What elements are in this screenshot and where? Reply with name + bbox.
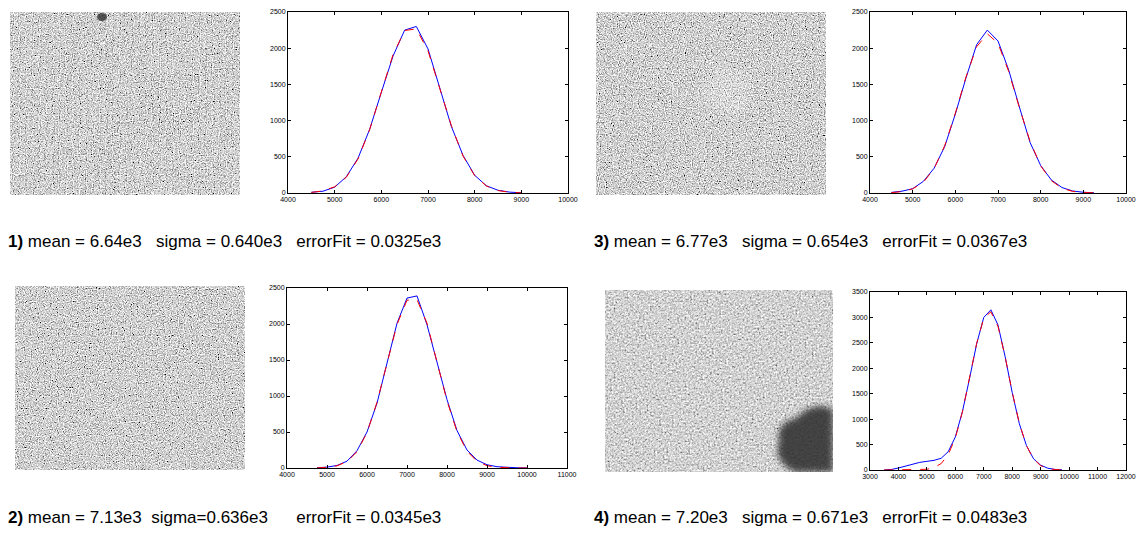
svg-text:5000: 5000 bbox=[319, 471, 335, 478]
svg-text:0: 0 bbox=[282, 189, 286, 196]
svg-text:10000: 10000 bbox=[1116, 196, 1136, 203]
svg-text:500: 500 bbox=[273, 428, 285, 435]
svg-text:6000: 6000 bbox=[948, 196, 964, 203]
svg-text:0: 0 bbox=[864, 189, 868, 196]
svg-text:7000: 7000 bbox=[976, 473, 992, 480]
svg-text:6000: 6000 bbox=[359, 471, 375, 478]
html-text:4) mean = 7.20e3 sigma = 0.671: 4) mean = 7.20e3 sigma = 0.671e3 errorFi… bbox=[594, 508, 1028, 527]
svg-text:1000: 1000 bbox=[269, 392, 285, 399]
svg-text:500: 500 bbox=[274, 153, 286, 160]
svg-text:2500: 2500 bbox=[269, 284, 285, 291]
svg-text:1500: 1500 bbox=[852, 81, 868, 88]
svg-text:9000: 9000 bbox=[479, 471, 495, 478]
svg-text:5000: 5000 bbox=[919, 473, 935, 480]
svg-text:2000: 2000 bbox=[852, 365, 868, 372]
svg-text:1000: 1000 bbox=[852, 117, 868, 124]
svg-text:10000: 10000 bbox=[1059, 473, 1079, 480]
svg-text:10000: 10000 bbox=[558, 196, 578, 203]
svg-text:3000: 3000 bbox=[862, 473, 878, 480]
svg-text:7000: 7000 bbox=[420, 196, 436, 203]
svg-text:4000: 4000 bbox=[279, 471, 295, 478]
html-text:1) mean = 6.64e3 sigma = 0.640: 1) mean = 6.64e3 sigma = 0.640e3 errorFi… bbox=[8, 232, 442, 251]
svg-text:5000: 5000 bbox=[327, 196, 343, 203]
svg-text:500: 500 bbox=[856, 441, 868, 448]
svg-text:0: 0 bbox=[281, 464, 285, 471]
svg-text:6000: 6000 bbox=[948, 473, 964, 480]
svg-text:1000: 1000 bbox=[852, 416, 868, 423]
svg-text:8000: 8000 bbox=[439, 471, 455, 478]
svg-text:3500: 3500 bbox=[852, 288, 868, 295]
svg-text:5000: 5000 bbox=[905, 196, 921, 203]
svg-text:9000: 9000 bbox=[514, 196, 530, 203]
svg-text:6000: 6000 bbox=[374, 196, 390, 203]
svg-text:2500: 2500 bbox=[270, 8, 286, 15]
html-text:3) mean = 6.77e3 sigma = 0.654: 3) mean = 6.77e3 sigma = 0.654e3 errorFi… bbox=[594, 232, 1028, 251]
svg-text:4000: 4000 bbox=[280, 196, 296, 203]
svg-text:10000: 10000 bbox=[517, 471, 537, 478]
svg-text:11000: 11000 bbox=[558, 471, 577, 478]
svg-text:7000: 7000 bbox=[990, 196, 1006, 203]
svg-text:0: 0 bbox=[864, 466, 868, 473]
svg-text:9000: 9000 bbox=[1076, 196, 1092, 203]
svg-text:2000: 2000 bbox=[852, 45, 868, 52]
svg-text:2500: 2500 bbox=[852, 339, 868, 346]
html-text:2) mean = 7.13e3 sigma=0.636e3: 2) mean = 7.13e3 sigma=0.636e3 errorFit … bbox=[8, 508, 442, 527]
svg-text:1500: 1500 bbox=[269, 356, 285, 363]
svg-text:11000: 11000 bbox=[1088, 473, 1107, 480]
svg-text:12000: 12000 bbox=[1116, 473, 1136, 480]
svg-text:2000: 2000 bbox=[269, 320, 285, 327]
svg-text:1500: 1500 bbox=[852, 390, 868, 397]
svg-text:3000: 3000 bbox=[852, 314, 868, 321]
svg-text:2500: 2500 bbox=[852, 8, 868, 15]
svg-text:4000: 4000 bbox=[891, 473, 907, 480]
svg-text:2000: 2000 bbox=[270, 45, 286, 52]
svg-text:8000: 8000 bbox=[1033, 196, 1049, 203]
svg-text:1000: 1000 bbox=[270, 117, 286, 124]
svg-text:7000: 7000 bbox=[399, 471, 415, 478]
svg-text:8000: 8000 bbox=[467, 196, 483, 203]
svg-text:4000: 4000 bbox=[862, 196, 878, 203]
svg-text:1500: 1500 bbox=[270, 81, 286, 88]
svg-text:500: 500 bbox=[856, 153, 868, 160]
svg-text:9000: 9000 bbox=[1033, 473, 1049, 480]
svg-text:8000: 8000 bbox=[1004, 473, 1020, 480]
